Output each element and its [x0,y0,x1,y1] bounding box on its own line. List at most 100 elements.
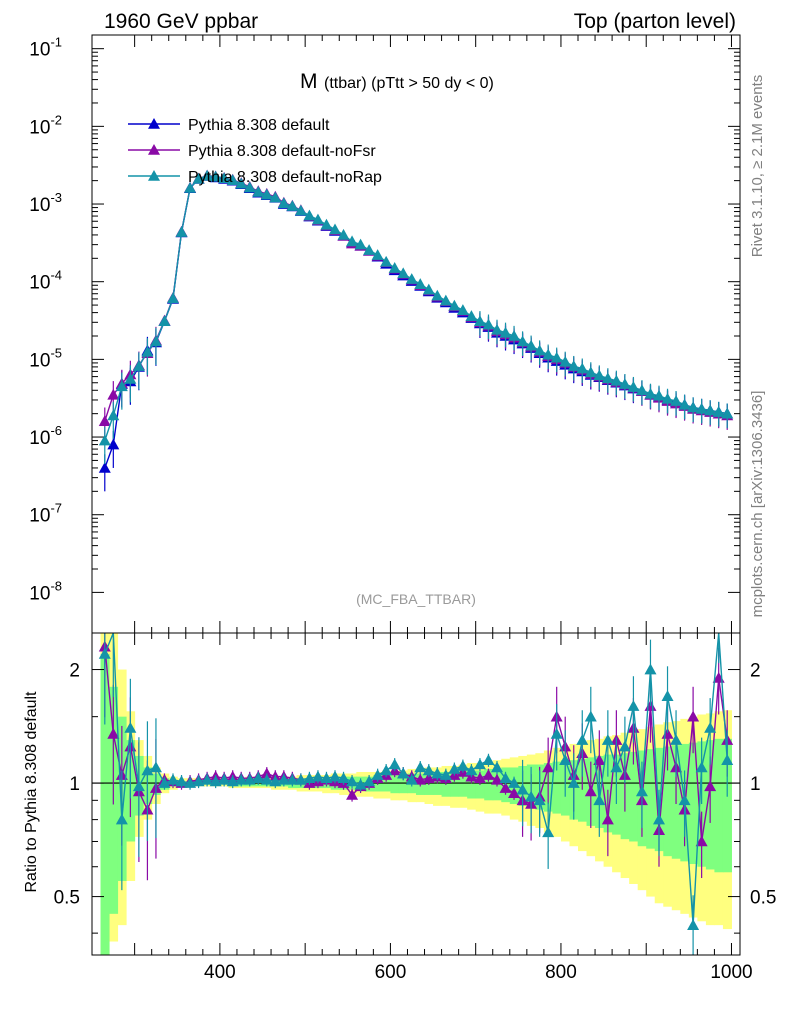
data-point [635,384,648,396]
data-point [473,315,486,327]
data-point [107,388,120,400]
ratio-point [346,775,359,787]
ratio-point [320,772,333,784]
ratio-point [499,782,512,793]
band-green-segment [714,738,724,873]
data-point [363,244,376,255]
data-point [525,339,538,351]
data-point [567,360,580,371]
band-green-segment [646,749,656,849]
data-point [721,407,734,419]
ratio-point [508,777,521,788]
ratio-point [482,754,495,765]
data-point [618,378,631,389]
ratio-point [533,794,546,806]
ratio-point [167,773,179,785]
data-point [115,380,128,392]
data-point [533,344,546,356]
data-point [559,355,572,367]
data-point [653,389,665,401]
ratio-point [141,764,154,776]
band-green-segment [697,741,707,867]
ratio-point [542,826,555,838]
data-point [98,415,111,426]
data-point [678,398,691,410]
legend-label: Pythia 8.308 default [188,117,330,134]
data-point [397,267,410,279]
ratio-point [98,647,111,659]
data-point [243,181,256,193]
ratio-point [601,813,614,825]
ratio-point [371,769,384,780]
data-point [98,434,111,446]
legend-marker [148,170,160,181]
data-point [670,395,683,406]
plot-title-main: M [300,70,318,93]
data-point [269,191,282,203]
x-tick-label: 400 [204,962,236,983]
ratio-frame [91,632,741,956]
data-point [141,345,154,357]
mcplots-label: mcplots.cern.ch [arXiv:1306.3436] [749,391,766,618]
ratio-point [397,767,410,779]
ratio-point [414,773,427,785]
x-tick-label: 1000 [710,962,752,983]
main-panel: 10-8 10-7 10-6 10-5 10-4 10-3 10-2 10-1 M (ttba… [29,34,741,634]
data-point [107,409,120,421]
band-green-segment [688,742,698,865]
ratio-point [226,775,239,787]
data-point [158,315,171,327]
data-point [712,406,725,417]
main-y-tick-label: 10-2 [29,112,62,138]
data-point [422,283,435,295]
data-point [542,348,555,360]
main-y-tick-label: 10-1 [29,35,62,61]
ratio-point [218,773,231,785]
ratio-point [294,773,307,785]
data-point [124,372,137,384]
main-y-tick-label: 10-3 [29,190,62,216]
ratio-point [482,769,495,780]
ratio-point [346,788,359,800]
ratio-point [354,778,367,790]
ratio-point [456,759,469,771]
ratio-point [601,734,614,745]
plot-title-sub: (ttbar) (pTtt > 50 dy < 0) [324,75,494,92]
ratio-point [277,773,290,785]
ratio-point [618,740,631,752]
ratio-point [192,775,205,787]
data-point [550,351,563,363]
data-point [294,204,307,216]
band-green-segment [467,770,477,799]
main-y-tick-label: 10-6 [29,423,62,449]
ratio-point [661,690,674,701]
main-y-tick-label: 10-5 [29,345,62,371]
data-point [337,228,350,240]
ratio-point [337,772,350,784]
ratio-y-tick-label-left: 0.5 [54,888,80,909]
ratio-point [491,773,503,785]
ratio-point [184,777,197,788]
analysis-watermark: (MC_FBA_TTBAR) [356,591,476,607]
ratio-y-tick-label-left: 1 [69,774,80,795]
data-point [687,401,700,413]
data-point [286,200,299,211]
ratio-y-tick-label-left: 2 [69,661,80,682]
data-point [576,362,589,374]
collider-label: 1960 GeV ppbar [104,10,258,33]
ratio-point [584,785,597,797]
data-point [167,292,179,304]
main-y-tick-label: 10-4 [29,268,62,294]
ratio-point [252,772,265,784]
ratio-point [107,727,120,739]
ratio-point [670,734,683,745]
ratio-point [525,790,538,802]
ratio-point [695,761,708,773]
main-y-axis: 10-8 10-7 10-6 10-5 10-4 10-3 10-2 10-1 [29,35,740,633]
ratio-point [542,761,555,773]
data-point [661,392,674,404]
ratio-point [431,767,444,779]
ratio-point [405,773,418,785]
ratio-point [115,813,128,825]
ratio-point [567,777,580,788]
